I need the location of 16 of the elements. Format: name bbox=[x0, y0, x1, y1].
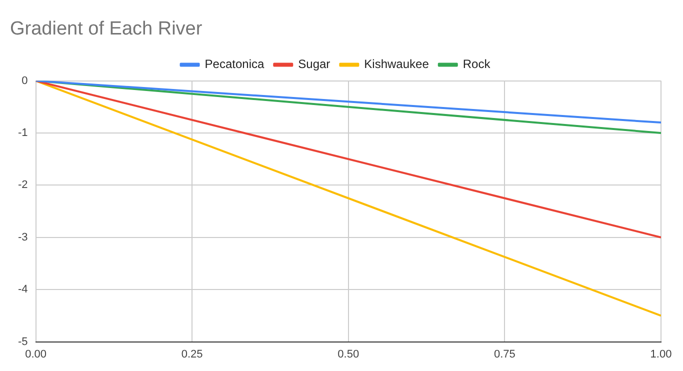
y-tick-label: -1 bbox=[18, 127, 28, 140]
x-tick-label: 1.00 bbox=[650, 348, 672, 360]
legend-label: Kishwaukee bbox=[364, 57, 430, 72]
legend-label: Pecatonica bbox=[204, 57, 264, 72]
x-tick-label: 0.00 bbox=[25, 348, 46, 360]
legend-label: Rock bbox=[462, 57, 492, 72]
chart-title: Gradient of Each River bbox=[10, 18, 203, 40]
legend-label: Sugar bbox=[298, 57, 330, 72]
y-tick-label: -5 bbox=[18, 336, 28, 348]
x-tick-label: 0.25 bbox=[181, 348, 203, 360]
y-tick-label: -4 bbox=[18, 284, 28, 296]
x-tick-label: 0.50 bbox=[338, 348, 360, 360]
y-tick-label: 0 bbox=[22, 74, 28, 87]
y-tick-label: -2 bbox=[18, 179, 28, 192]
y-tick-label: -3 bbox=[18, 231, 28, 244]
x-tick-label: 0.75 bbox=[494, 348, 516, 360]
